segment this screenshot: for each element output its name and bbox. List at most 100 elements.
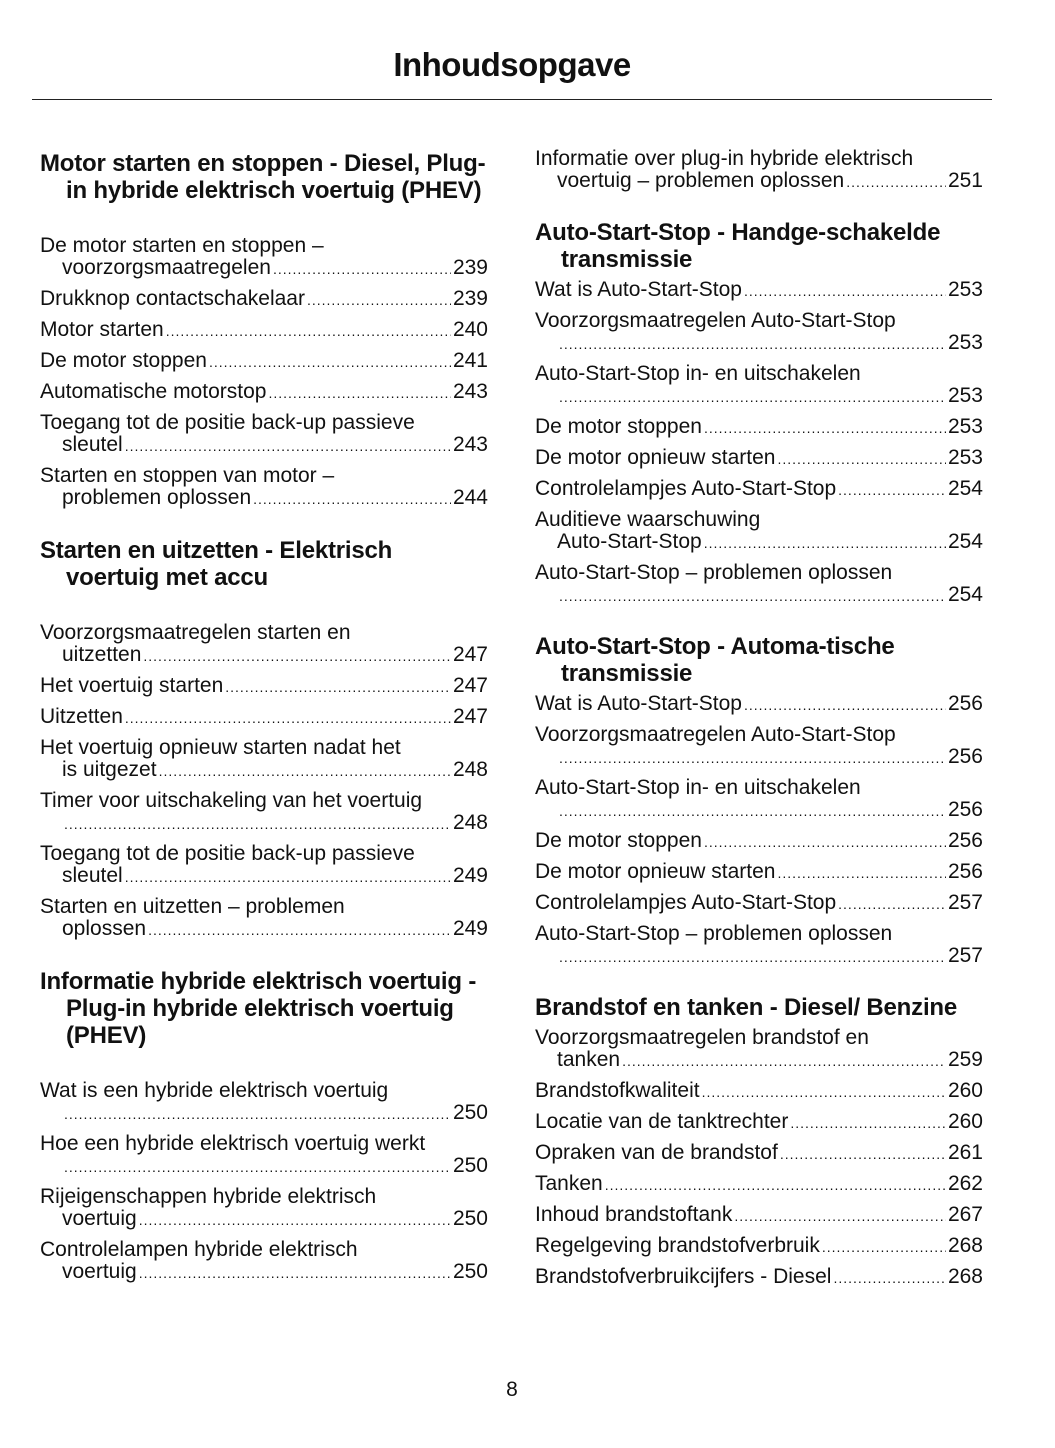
toc-page-number[interactable]: 240: [452, 318, 488, 341]
toc-entry[interactable]: Tanken 262: [535, 1173, 983, 1196]
toc-page-number[interactable]: 268: [947, 1265, 983, 1288]
toc-entry[interactable]: Auto-Start-Stop in- en uitschakelen 256: [535, 777, 983, 822]
toc-page-number[interactable]: 250: [452, 1101, 488, 1124]
toc-page-number[interactable]: 268: [947, 1234, 983, 1257]
toc-page-number[interactable]: 241: [452, 349, 488, 372]
toc-page-number[interactable]: 250: [452, 1260, 488, 1283]
toc-entry[interactable]: Hoe een hybride elektrisch voertuig werk…: [40, 1133, 488, 1178]
toc-entry[interactable]: De motor stoppen 253: [535, 416, 983, 439]
toc-page-number[interactable]: 249: [452, 864, 488, 887]
toc-entry-line: 256: [535, 799, 983, 822]
toc-page-number[interactable]: 239: [452, 287, 488, 310]
toc-entry[interactable]: Controlelampen hybride elektrisch voertui…: [40, 1239, 488, 1284]
toc-entry[interactable]: Inhoud brandstoftank 267: [535, 1204, 983, 1227]
toc-page-number[interactable]: 248: [452, 811, 488, 834]
toc-entry[interactable]: Drukknop contactschakelaar 239: [40, 288, 488, 311]
toc-entry[interactable]: Timer voor uitschakeling van het voertui…: [40, 790, 488, 835]
toc-page-number[interactable]: 253: [947, 278, 983, 301]
toc-entry-title-cont: uitzetten: [62, 643, 142, 666]
toc-entry[interactable]: Wat is Auto-Start-Stop 256: [535, 693, 983, 716]
toc-entry[interactable]: Voorzorgsmaatregelen starten en uitzetten…: [40, 622, 488, 667]
dot-leader: [139, 1208, 451, 1231]
toc-entry[interactable]: Brandstofverbruikcijfers - Diesel 268: [535, 1266, 983, 1289]
toc-entry[interactable]: Starten en stoppen van motor – problemen …: [40, 465, 488, 510]
toc-entry-title: Wat is Auto-Start-Stop: [535, 278, 742, 301]
toc-page-number[interactable]: 260: [947, 1079, 983, 1102]
toc-entry[interactable]: De motor opnieuw starten 256: [535, 861, 983, 884]
toc-page-number[interactable]: 254: [947, 530, 983, 553]
toc-entry[interactable]: De motor stoppen 241: [40, 350, 488, 373]
toc-entry[interactable]: Voorzorgsmaatregelen Auto-Start-Stop 256: [535, 724, 983, 769]
toc-entry-title: Voorzorgsmaatregelen starten en: [40, 621, 351, 644]
toc-page-number[interactable]: 253: [947, 446, 983, 469]
toc-page-number[interactable]: 247: [452, 705, 488, 728]
toc-page-number[interactable]: 257: [947, 944, 983, 967]
toc-entry[interactable]: De motor starten en stoppen – voorzorgsma…: [40, 235, 488, 280]
toc-page-number[interactable]: 261: [947, 1141, 983, 1164]
toc-page-number[interactable]: 243: [452, 380, 488, 403]
toc-page-number[interactable]: 260: [947, 1110, 983, 1133]
toc-entry[interactable]: Starten en uitzetten – problemen oplossen…: [40, 896, 488, 941]
toc-page-number[interactable]: 259: [947, 1048, 983, 1071]
toc-page-number[interactable]: 254: [947, 583, 983, 606]
toc-page-number[interactable]: 256: [947, 692, 983, 715]
toc-entry-title-cont: oplossen: [62, 917, 147, 940]
toc-page-number[interactable]: 256: [947, 860, 983, 883]
dot-leader: [148, 918, 451, 941]
dot-leader: [559, 332, 946, 355]
toc-entry[interactable]: Het voertuig starten 247: [40, 675, 488, 698]
toc-page-number[interactable]: 254: [947, 477, 983, 500]
toc-entry[interactable]: Controlelampjes Auto-Start-Stop 254: [535, 478, 983, 501]
toc-page-number[interactable]: 256: [947, 745, 983, 768]
toc-entry[interactable]: Toegang tot de positie back-up passieve s…: [40, 412, 488, 457]
toc-entry[interactable]: Wat is een hybride elektrisch voertuig 25…: [40, 1080, 488, 1125]
toc-page-number[interactable]: 247: [452, 674, 488, 697]
toc-entry[interactable]: Toegang tot de positie back-up passieve s…: [40, 843, 488, 888]
toc-entry[interactable]: Het voertuig opnieuw starten nadat het is…: [40, 737, 488, 782]
dot-leader: [125, 434, 451, 457]
toc-entry[interactable]: Locatie van de tanktrechter 260: [535, 1111, 983, 1134]
toc-page-number[interactable]: 257: [947, 891, 983, 914]
toc-page-number[interactable]: 250: [452, 1207, 488, 1230]
toc-page-number[interactable]: 239: [452, 256, 488, 279]
toc-page-number[interactable]: 256: [947, 829, 983, 852]
toc-entry[interactable]: Uitzetten 247: [40, 706, 488, 729]
toc-page-number[interactable]: 256: [947, 798, 983, 821]
toc-entry[interactable]: Opraken van de brandstof 261: [535, 1142, 983, 1165]
toc-entry-line: voertuig 250: [40, 1261, 488, 1284]
toc-entry-line: Brandstofverbruikcijfers - Diesel 268: [535, 1266, 983, 1289]
toc-page-number[interactable]: 250: [452, 1154, 488, 1177]
toc-entry-line: Auto-Start-Stop – problemen oplossen: [535, 562, 983, 584]
toc-page-number[interactable]: 249: [452, 917, 488, 940]
toc-entry-title-cont: problemen oplossen: [62, 486, 252, 509]
toc-page-number[interactable]: 262: [947, 1172, 983, 1195]
toc-entry[interactable]: Voorzorgsmaatregelen Auto-Start-Stop 253: [535, 310, 983, 355]
toc-page-number[interactable]: 267: [947, 1203, 983, 1226]
toc-entry[interactable]: Motor starten 240: [40, 319, 488, 342]
dot-leader: [139, 1261, 451, 1284]
toc-entry[interactable]: Auto-Start-Stop – problemen oplossen 257: [535, 923, 983, 968]
toc-entry[interactable]: De motor opnieuw starten 253: [535, 447, 983, 470]
toc-entry[interactable]: Rijeigenschappen hybride elektrisch voert…: [40, 1186, 488, 1231]
toc-page-number[interactable]: 243: [452, 433, 488, 456]
toc-entry[interactable]: Auto-Start-Stop – problemen oplossen 254: [535, 562, 983, 607]
toc-entry[interactable]: Controlelampjes Auto-Start-Stop 257: [535, 892, 983, 915]
toc-entry[interactable]: Informatie over plug-in hybride elektris…: [535, 148, 983, 193]
toc-page-number[interactable]: 247: [452, 643, 488, 666]
toc-entry[interactable]: Brandstofkwaliteit 260: [535, 1080, 983, 1103]
toc-entry[interactable]: Auto-Start-Stop in- en uitschakelen 253: [535, 363, 983, 408]
toc-page-number[interactable]: 253: [947, 331, 983, 354]
toc-page-number[interactable]: 251: [947, 169, 983, 192]
toc-page-number[interactable]: 248: [452, 758, 488, 781]
toc-entry[interactable]: Regelgeving brandstofverbruik 268: [535, 1235, 983, 1258]
toc-page-number[interactable]: 253: [947, 415, 983, 438]
toc-entry[interactable]: De motor stoppen 256: [535, 830, 983, 853]
toc-page-number[interactable]: 244: [452, 486, 488, 509]
dot-leader: [780, 1142, 946, 1165]
toc-entry[interactable]: Wat is Auto-Start-Stop 253: [535, 279, 983, 302]
dot-leader: [846, 170, 946, 193]
toc-entry[interactable]: Automatische motorstop 243: [40, 381, 488, 404]
toc-page-number[interactable]: 253: [947, 384, 983, 407]
